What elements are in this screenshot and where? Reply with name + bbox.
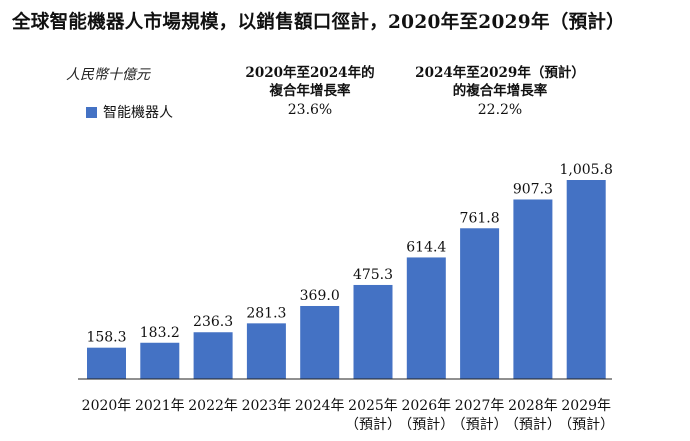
bar-9 — [566, 180, 606, 379]
cagr-header-2024-2029: 2024年至2029年（預計） 的複合年增長率 — [415, 65, 585, 99]
x-tick-label-8-1: （預計） — [505, 417, 561, 433]
x-tick-label-7-0: 2027年 — [455, 398, 505, 414]
bar-3 — [246, 323, 286, 379]
value-label-9: 1,005.8 — [559, 162, 612, 178]
x-tick-label-6-0: 2026年 — [401, 398, 451, 414]
bar-0 — [87, 347, 126, 379]
bar-6 — [406, 257, 446, 379]
x-tick-label-4-0: 2024年 — [295, 398, 345, 414]
bar-5 — [353, 284, 393, 379]
x-tick-label-0-0: 2020年 — [82, 398, 132, 414]
cagr-value-2024-2029: 22.2% — [477, 102, 523, 118]
x-tick-label-9-0: 2029年 — [561, 398, 611, 414]
value-labels-group: 158.3 183.2 236.3 281.3 369.0 475.3 614.4 761.8… — [86, 162, 612, 346]
cagr-header-2020-2024: 2020年至2024年的 複合年增長率 — [245, 65, 375, 99]
value-label-8: 907.3 — [513, 181, 553, 197]
x-tick-label-1-0: 2021年 — [135, 398, 185, 414]
x-tick-label-6-1: （預計） — [398, 417, 454, 433]
chart-title: 全球智能機器人市場規模，以銷售額口徑計，2020年至2029年（預計） — [12, 12, 625, 33]
x-tick-label-2-0: 2022年 — [188, 398, 238, 414]
bar-1 — [140, 342, 180, 379]
value-label-6: 614.4 — [406, 239, 446, 255]
value-label-7: 761.8 — [460, 210, 500, 226]
value-label-5: 475.3 — [353, 267, 393, 283]
value-label-3: 281.3 — [246, 305, 286, 321]
bar-8 — [513, 199, 553, 379]
legend: 智能機器人 — [86, 102, 173, 122]
x-tick-label-5-1: （預計） — [345, 417, 401, 433]
bars-group — [87, 180, 606, 379]
legend-swatch — [86, 106, 97, 118]
x-tick-label-8-0: 2028年 — [508, 398, 558, 414]
bar-2 — [193, 332, 233, 379]
value-label-2: 236.3 — [193, 314, 233, 330]
value-label-0: 158.3 — [86, 330, 126, 346]
value-label-4: 369.0 — [300, 288, 340, 304]
unit-label: 人民幣十億元 — [66, 67, 150, 83]
legend-label: 智能機器人 — [103, 105, 173, 121]
bar-4 — [300, 305, 340, 379]
cagr-value-2020-2024: 23.6% — [287, 102, 333, 118]
x-tick-labels-group: 2020年 2021年 2022年 2023年 2024年 2025年（預計）2026年（… — [82, 398, 615, 433]
x-tick-label-5-0: 2025年 — [348, 398, 398, 414]
bar-7 — [460, 228, 500, 379]
x-tick-label-3-0: 2023年 — [242, 398, 292, 414]
x-tick-label-7-1: （預計） — [452, 417, 508, 433]
value-label-1: 183.2 — [140, 325, 180, 341]
x-tick-label-9-1: （預計） — [558, 417, 614, 433]
